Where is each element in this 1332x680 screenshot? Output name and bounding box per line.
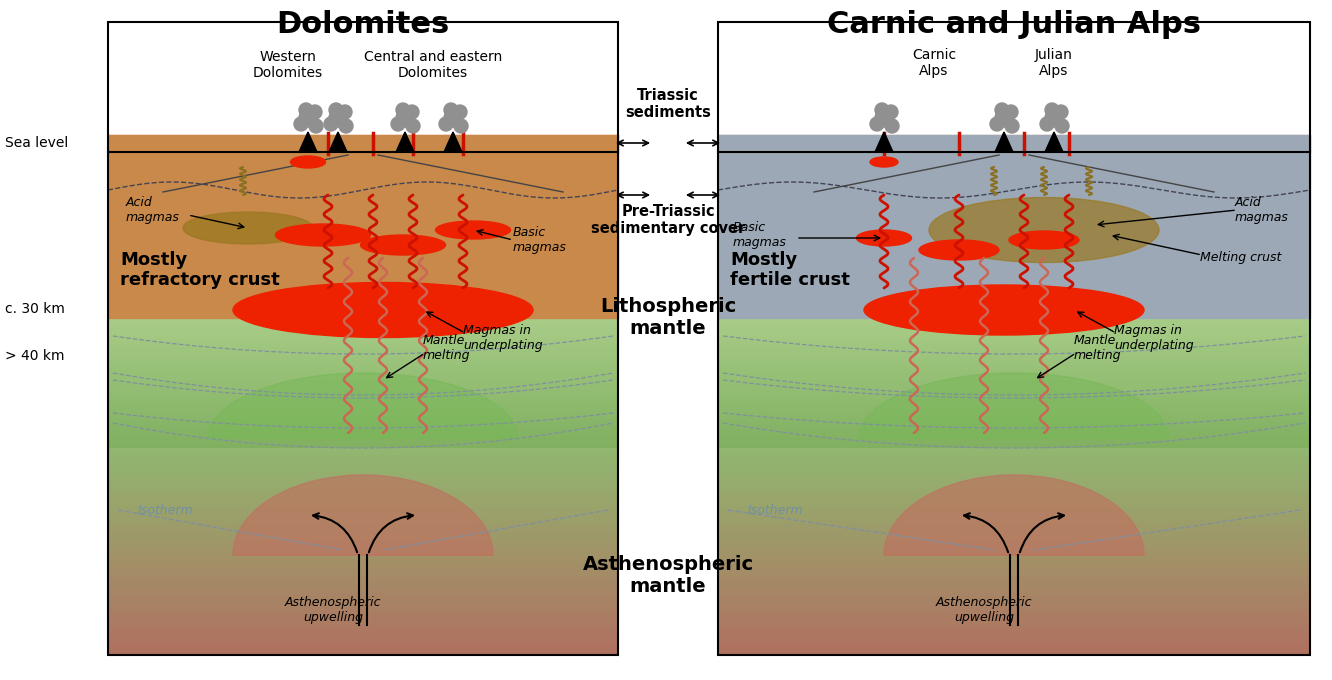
Text: Central and eastern
Dolomites: Central and eastern Dolomites [364, 50, 502, 80]
Text: Asthenospheric
mantle: Asthenospheric mantle [582, 554, 754, 596]
Circle shape [338, 105, 352, 119]
Ellipse shape [864, 285, 1144, 335]
Text: Melting crust: Melting crust [1200, 252, 1281, 265]
Circle shape [392, 117, 405, 131]
Ellipse shape [361, 235, 445, 255]
Circle shape [1055, 119, 1070, 133]
Circle shape [884, 105, 898, 119]
Circle shape [324, 117, 338, 131]
Ellipse shape [870, 157, 898, 167]
Circle shape [444, 103, 458, 117]
Text: Isotherm: Isotherm [749, 503, 803, 517]
Ellipse shape [182, 212, 313, 244]
Text: Isotherm: Isotherm [139, 503, 193, 517]
Circle shape [396, 109, 414, 127]
Text: > 40 km: > 40 km [5, 349, 64, 363]
Polygon shape [444, 132, 462, 152]
Circle shape [1006, 119, 1019, 133]
Text: c. 30 km: c. 30 km [5, 302, 65, 316]
Ellipse shape [856, 230, 911, 246]
Ellipse shape [276, 224, 370, 246]
Text: Sea level: Sea level [5, 136, 68, 150]
Polygon shape [995, 132, 1014, 152]
Ellipse shape [1010, 231, 1079, 249]
Text: Acid
magmas: Acid magmas [1235, 196, 1289, 224]
Circle shape [440, 117, 453, 131]
Circle shape [875, 103, 888, 117]
Circle shape [308, 105, 322, 119]
Text: Carnic
Alps: Carnic Alps [912, 48, 956, 78]
Circle shape [995, 109, 1014, 127]
Circle shape [340, 119, 353, 133]
Circle shape [329, 103, 344, 117]
Polygon shape [1046, 132, 1063, 152]
Circle shape [875, 109, 892, 127]
Text: Basic
magmas: Basic magmas [513, 226, 567, 254]
Polygon shape [875, 132, 892, 152]
Circle shape [298, 109, 317, 127]
Polygon shape [233, 475, 493, 555]
Ellipse shape [928, 197, 1159, 262]
Text: Acid
magmas: Acid magmas [127, 196, 180, 224]
Polygon shape [884, 475, 1144, 555]
Circle shape [995, 103, 1010, 117]
Text: Dolomites: Dolomites [276, 10, 450, 39]
Circle shape [1054, 105, 1068, 119]
Text: Basic
magmas: Basic magmas [733, 221, 787, 249]
Text: Magmas in
underplating: Magmas in underplating [1114, 324, 1193, 352]
Text: Asthenospheric
upwelling: Asthenospheric upwelling [285, 596, 381, 624]
Circle shape [990, 117, 1004, 131]
Text: Mostly
fertile crust: Mostly fertile crust [730, 251, 850, 290]
Ellipse shape [919, 240, 999, 260]
Text: Carnic and Julian Alps: Carnic and Julian Alps [827, 10, 1201, 39]
Circle shape [453, 105, 468, 119]
Text: Julian
Alps: Julian Alps [1035, 48, 1074, 78]
Bar [718, 22, 1309, 655]
Text: Western
Dolomites: Western Dolomites [253, 50, 324, 80]
Text: Mantle
melting: Mantle melting [424, 334, 470, 362]
Circle shape [884, 119, 899, 133]
Circle shape [454, 119, 468, 133]
Circle shape [444, 109, 462, 127]
Polygon shape [859, 373, 1169, 438]
Text: Mostly
refractory crust: Mostly refractory crust [120, 251, 280, 290]
Polygon shape [329, 132, 348, 152]
Text: Pre-Triassic
sedimentary cover: Pre-Triassic sedimentary cover [591, 204, 745, 236]
Text: Triassic
sediments: Triassic sediments [625, 88, 711, 120]
Circle shape [1004, 105, 1018, 119]
Bar [108, 22, 618, 655]
Circle shape [396, 103, 410, 117]
Circle shape [406, 119, 420, 133]
Text: Asthenospheric
upwelling: Asthenospheric upwelling [936, 596, 1032, 624]
Circle shape [870, 117, 884, 131]
Ellipse shape [233, 282, 533, 337]
Circle shape [1046, 109, 1063, 127]
Circle shape [309, 119, 322, 133]
Circle shape [405, 105, 420, 119]
Circle shape [298, 103, 313, 117]
Circle shape [1040, 117, 1054, 131]
Text: Magmas in
underplating: Magmas in underplating [464, 324, 542, 352]
Polygon shape [208, 373, 518, 438]
Circle shape [1046, 103, 1059, 117]
Circle shape [329, 109, 348, 127]
Ellipse shape [290, 156, 325, 168]
Polygon shape [298, 132, 317, 152]
Text: Lithospheric
mantle: Lithospheric mantle [599, 298, 737, 339]
Polygon shape [396, 132, 414, 152]
Ellipse shape [436, 221, 510, 239]
Text: Mantle
melting: Mantle melting [1074, 334, 1122, 362]
Circle shape [294, 117, 308, 131]
